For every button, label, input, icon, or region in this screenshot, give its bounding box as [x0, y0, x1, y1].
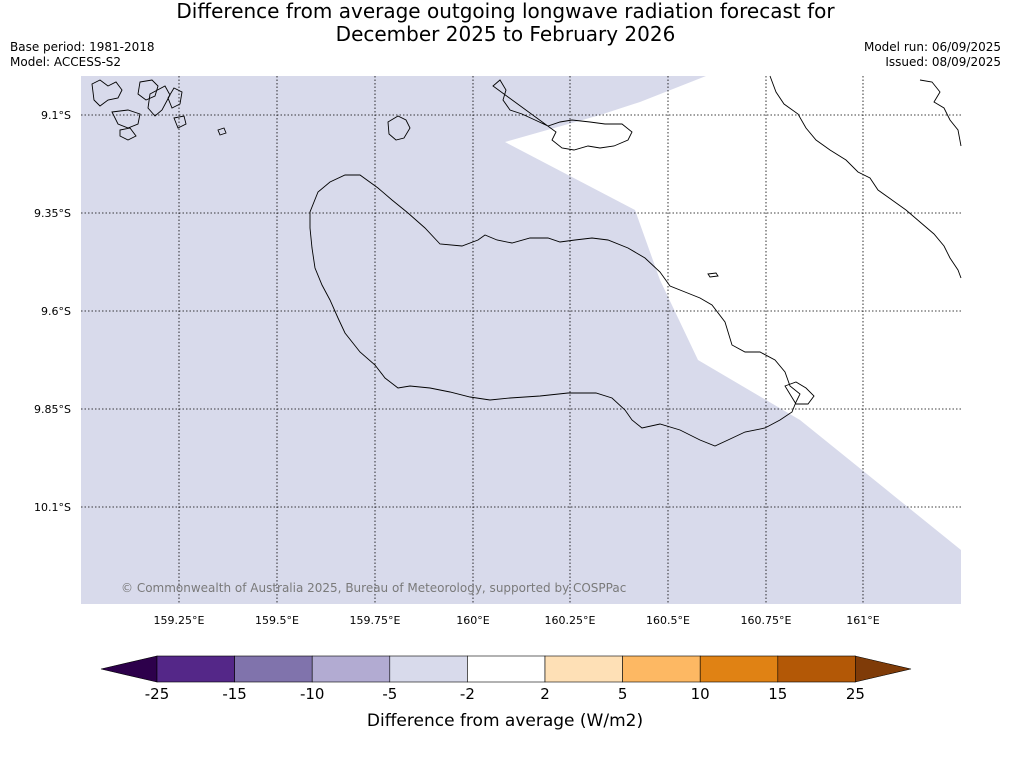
coastline-small-islet — [387, 115, 411, 141]
coastline-guadalcanal — [309, 174, 801, 447]
map-panel: © Commonwealth of Australia 2025, Bureau… — [81, 75, 962, 604]
coastline-northwest-islands — [91, 79, 227, 141]
colorbar-tick-label: -15 — [222, 685, 247, 703]
coastline-nggela-islands — [492, 79, 633, 151]
colorbar-under-arrow — [100, 655, 158, 683]
lon-label: 160°E — [456, 614, 489, 627]
model-run-text: Model run: 06/09/2025 — [863, 40, 1001, 54]
colorbar-tick-label: -10 — [300, 685, 325, 703]
coastline-malaita — [769, 75, 962, 279]
colorbar-segment — [777, 655, 856, 683]
colorbar: -25 -15 -10 -5 -2 2 5 10 15 25 Difference from av… — [100, 655, 912, 731]
lon-label: 161°E — [846, 614, 879, 627]
lon-label: 159.75°E — [350, 614, 401, 627]
title-line-2: December 2025 to February 2026 — [335, 22, 676, 46]
coastline-marau-islets — [784, 381, 815, 405]
colorbar-segment — [311, 655, 391, 683]
colorbar-segments — [156, 655, 856, 683]
meta-right: Model run: 06/09/2025 Issued: 08/09/2025 — [864, 40, 1001, 70]
title-line-1: Difference from average outgoing longwav… — [176, 0, 835, 23]
colorbar-segment — [156, 655, 235, 683]
colorbar-segment — [699, 655, 779, 683]
colorbar-title: Difference from average (W/m2) — [367, 711, 643, 731]
colorbar-segment — [389, 655, 468, 683]
latitude-labels: 9.1°S 9.35°S 9.6°S 9.85°S 10.1°S — [34, 109, 71, 514]
lat-label: 9.85°S — [34, 403, 71, 416]
chart-title: Difference from average outgoing longwav… — [0, 0, 1011, 46]
copyright-text: © Commonwealth of Australia 2025, Bureau… — [121, 581, 626, 595]
lon-label: 160.75°E — [741, 614, 792, 627]
coastline-northeast-islands — [919, 79, 962, 147]
model-text: Model: ACCESS-S2 — [10, 55, 122, 69]
lat-label: 9.1°S — [41, 109, 71, 122]
colorbar-tick-label: 10 — [691, 685, 710, 703]
lon-label: 159.25°E — [154, 614, 205, 627]
colorbar-segment — [467, 655, 546, 683]
lat-label: 10.1°S — [34, 501, 71, 514]
lon-label: 160.25°E — [545, 614, 596, 627]
colorbar-tick-labels: -25 -15 -10 -5 -2 2 5 10 15 25 — [145, 685, 865, 703]
lon-label: 159.5°E — [255, 614, 299, 627]
coastlines — [91, 75, 962, 447]
lon-label: 160.5°E — [646, 614, 690, 627]
colorbar-segment — [544, 655, 623, 683]
coastline-east-islet — [707, 272, 719, 278]
colorbar-tick-label: 2 — [540, 685, 550, 703]
longitude-labels: 159.25°E 159.5°E 159.75°E 160°E 160.25°E… — [154, 614, 880, 627]
colorbar-tick-label: -25 — [145, 685, 170, 703]
longitude-gridlines — [178, 76, 864, 604]
shaded-region — [81, 76, 961, 604]
issued-text: Issued: 08/09/2025 — [885, 55, 1001, 69]
colorbar-segment — [622, 655, 701, 683]
lat-label: 9.6°S — [41, 305, 71, 318]
colorbar-tick-label: 25 — [846, 685, 865, 703]
meta-left: Base period: 1981-2018 Model: ACCESS-S2 — [10, 40, 155, 70]
colorbar-tick-label: 15 — [768, 685, 787, 703]
lat-label: 9.35°S — [34, 207, 71, 220]
colorbar-tick-label: 5 — [618, 685, 628, 703]
colorbar-tick-label: -5 — [382, 685, 397, 703]
base-period-text: Base period: 1981-2018 — [10, 40, 155, 54]
colorbar-segment — [234, 655, 313, 683]
colorbar-tick-label: -2 — [460, 685, 475, 703]
colorbar-over-arrow — [854, 655, 912, 683]
